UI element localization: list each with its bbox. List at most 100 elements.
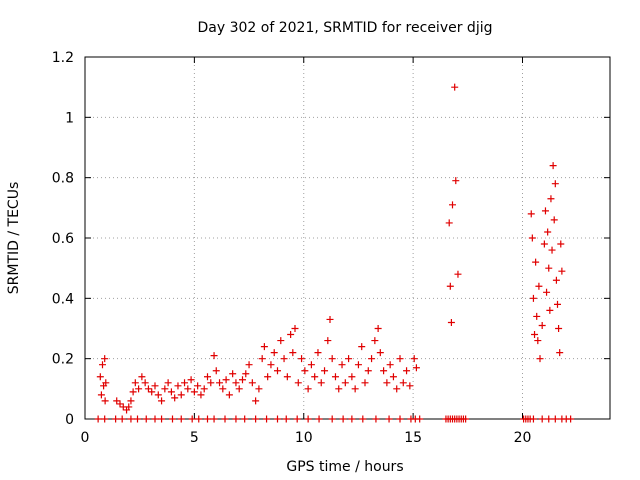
x-tick-label: 20 xyxy=(514,430,532,446)
data-point xyxy=(341,379,349,387)
data-point xyxy=(328,355,336,363)
data-point xyxy=(536,355,544,363)
data-point xyxy=(245,361,253,369)
data-point xyxy=(252,397,260,405)
zero-point xyxy=(348,415,356,423)
data-point xyxy=(181,379,189,387)
x-tick-label: 10 xyxy=(295,430,313,446)
data-point xyxy=(148,388,156,396)
data-point xyxy=(554,300,561,308)
data-point xyxy=(200,385,208,393)
data-point xyxy=(96,373,104,381)
data-point xyxy=(543,288,551,296)
data-point xyxy=(376,349,384,357)
data-point xyxy=(449,201,456,209)
data-point xyxy=(544,228,552,236)
zero-point xyxy=(252,415,260,423)
data-point xyxy=(403,367,411,375)
data-point xyxy=(174,382,182,390)
data-point xyxy=(255,385,263,393)
data-point xyxy=(177,391,185,399)
x-tick-label: 0 xyxy=(81,430,90,446)
data-point xyxy=(190,388,198,396)
data-point xyxy=(207,379,215,387)
data-point xyxy=(532,258,540,266)
data-point xyxy=(406,382,414,390)
data-point xyxy=(267,361,275,369)
data-point xyxy=(545,264,553,272)
chart-title: Day 302 of 2021, SRMTID for receiver dji… xyxy=(198,20,493,36)
data-point xyxy=(167,388,175,396)
zero-point xyxy=(94,415,102,423)
zero-point xyxy=(210,415,218,423)
data-point xyxy=(307,361,315,369)
zero-point xyxy=(385,415,393,423)
data-point xyxy=(216,379,224,387)
data-point xyxy=(361,379,369,387)
data-point xyxy=(270,349,278,357)
data-point xyxy=(534,337,542,345)
data-point xyxy=(125,403,133,411)
data-point xyxy=(317,379,325,387)
data-point xyxy=(283,373,291,381)
data-point xyxy=(541,207,549,215)
data-point xyxy=(364,367,372,375)
data-point xyxy=(533,312,541,320)
zero-point xyxy=(359,415,367,423)
data-point xyxy=(383,379,391,387)
zero-point xyxy=(339,415,347,423)
data-point xyxy=(358,343,366,351)
zero-point xyxy=(232,415,240,423)
zero-point xyxy=(315,415,323,423)
data-point xyxy=(410,355,418,363)
data-point xyxy=(527,210,535,218)
data-point xyxy=(291,325,299,332)
data-point xyxy=(129,388,137,396)
zero-point xyxy=(416,415,424,423)
zero-point xyxy=(462,415,470,423)
data-point xyxy=(535,282,543,290)
data-point xyxy=(242,370,250,378)
zero-point xyxy=(127,415,135,423)
y-axis-label: SRMTID / TECUs xyxy=(6,182,22,295)
data-point xyxy=(335,385,343,393)
data-point xyxy=(529,294,537,302)
y-tick-label: 0.8 xyxy=(52,171,74,187)
zero-point xyxy=(118,415,126,423)
data-point xyxy=(314,349,322,357)
data-point xyxy=(389,373,397,381)
zero-point xyxy=(263,415,271,423)
y-tick-label: 0.6 xyxy=(52,231,74,247)
data-point xyxy=(187,376,195,384)
zero-point xyxy=(204,415,211,423)
zero-point xyxy=(304,415,312,423)
zero-point xyxy=(101,415,109,423)
data-point xyxy=(380,367,388,375)
data-point xyxy=(219,385,227,393)
y-tick-label: 0.2 xyxy=(52,352,74,368)
zero-point xyxy=(396,415,404,423)
data-point xyxy=(540,240,548,248)
grid xyxy=(85,57,610,419)
zero-point xyxy=(169,415,176,423)
data-point xyxy=(235,385,243,393)
y-tick-label: 1 xyxy=(65,110,74,126)
zero-point xyxy=(567,415,575,423)
data-point xyxy=(557,240,565,248)
data-point xyxy=(158,397,166,405)
data-point xyxy=(116,400,124,408)
zero-point xyxy=(282,415,290,423)
data-point xyxy=(260,343,268,351)
zero-point xyxy=(134,415,141,423)
data-point xyxy=(151,382,159,390)
data-point xyxy=(331,373,339,381)
data-point xyxy=(184,385,192,393)
zero-point xyxy=(177,415,185,423)
data-point xyxy=(451,83,459,91)
data-point xyxy=(321,367,329,375)
data-point xyxy=(393,385,401,393)
data-point xyxy=(396,355,404,363)
data-point xyxy=(171,394,179,402)
data-point xyxy=(154,391,162,399)
data-point xyxy=(371,337,379,345)
